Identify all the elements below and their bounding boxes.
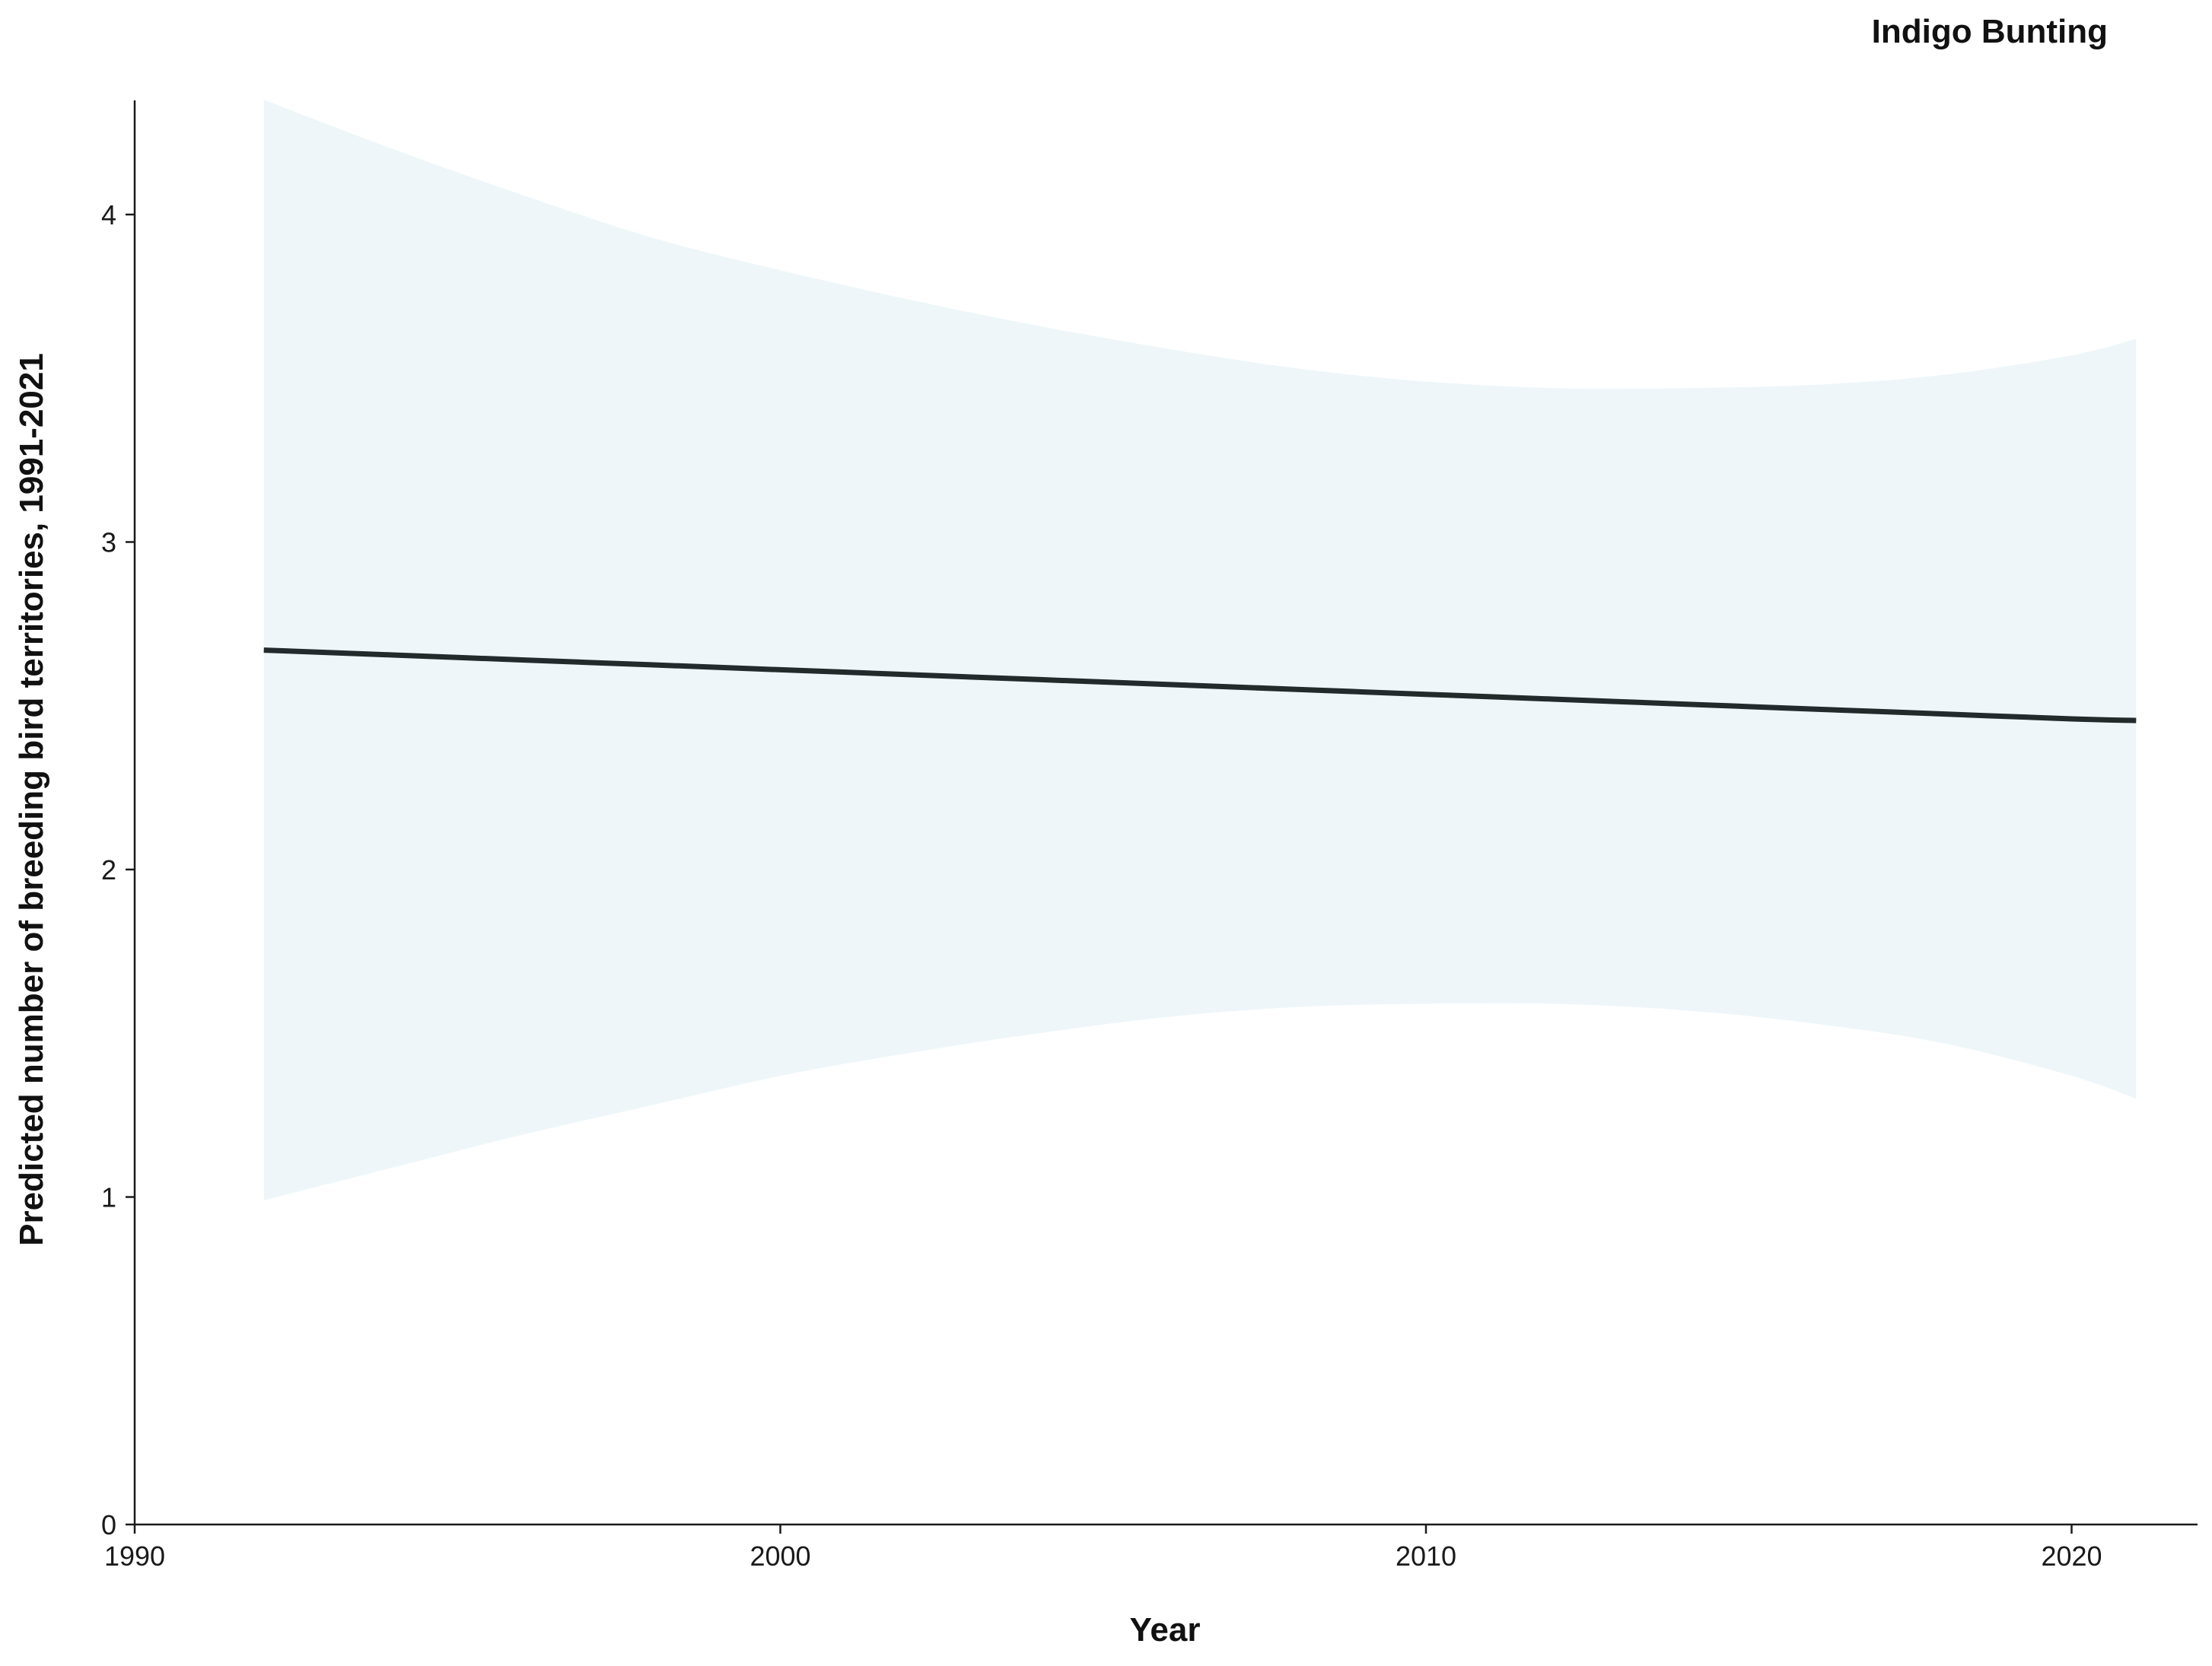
confidence-band-layer — [263, 100, 2137, 1200]
chart-title: Indigo Bunting — [1872, 13, 2108, 50]
y-tick-label: 0 — [101, 1509, 116, 1540]
x-tick-label: 2010 — [1396, 1540, 1456, 1572]
trend-line-layer — [263, 647, 2137, 723]
trend-line — [263, 647, 2137, 723]
y-axis-title: Predicted number of breeding bird territ… — [13, 353, 50, 1246]
confidence-band — [263, 100, 2137, 1200]
y-tick-label: 2 — [101, 854, 116, 885]
y-ticks: 0 1 2 3 4 — [101, 199, 135, 1540]
y-tick-label: 3 — [101, 527, 116, 558]
x-tick-label: 1990 — [104, 1540, 165, 1572]
axes — [133, 100, 2198, 1526]
x-axis-title: Year — [1130, 1611, 1201, 1649]
y-tick-label: 1 — [101, 1182, 116, 1213]
x-tick-label: 2020 — [2041, 1540, 2102, 1572]
x-tick-label: 2000 — [750, 1540, 810, 1572]
x-ticks: 1990 2000 2010 2020 — [104, 1525, 2102, 1572]
y-tick-label: 4 — [101, 199, 116, 231]
